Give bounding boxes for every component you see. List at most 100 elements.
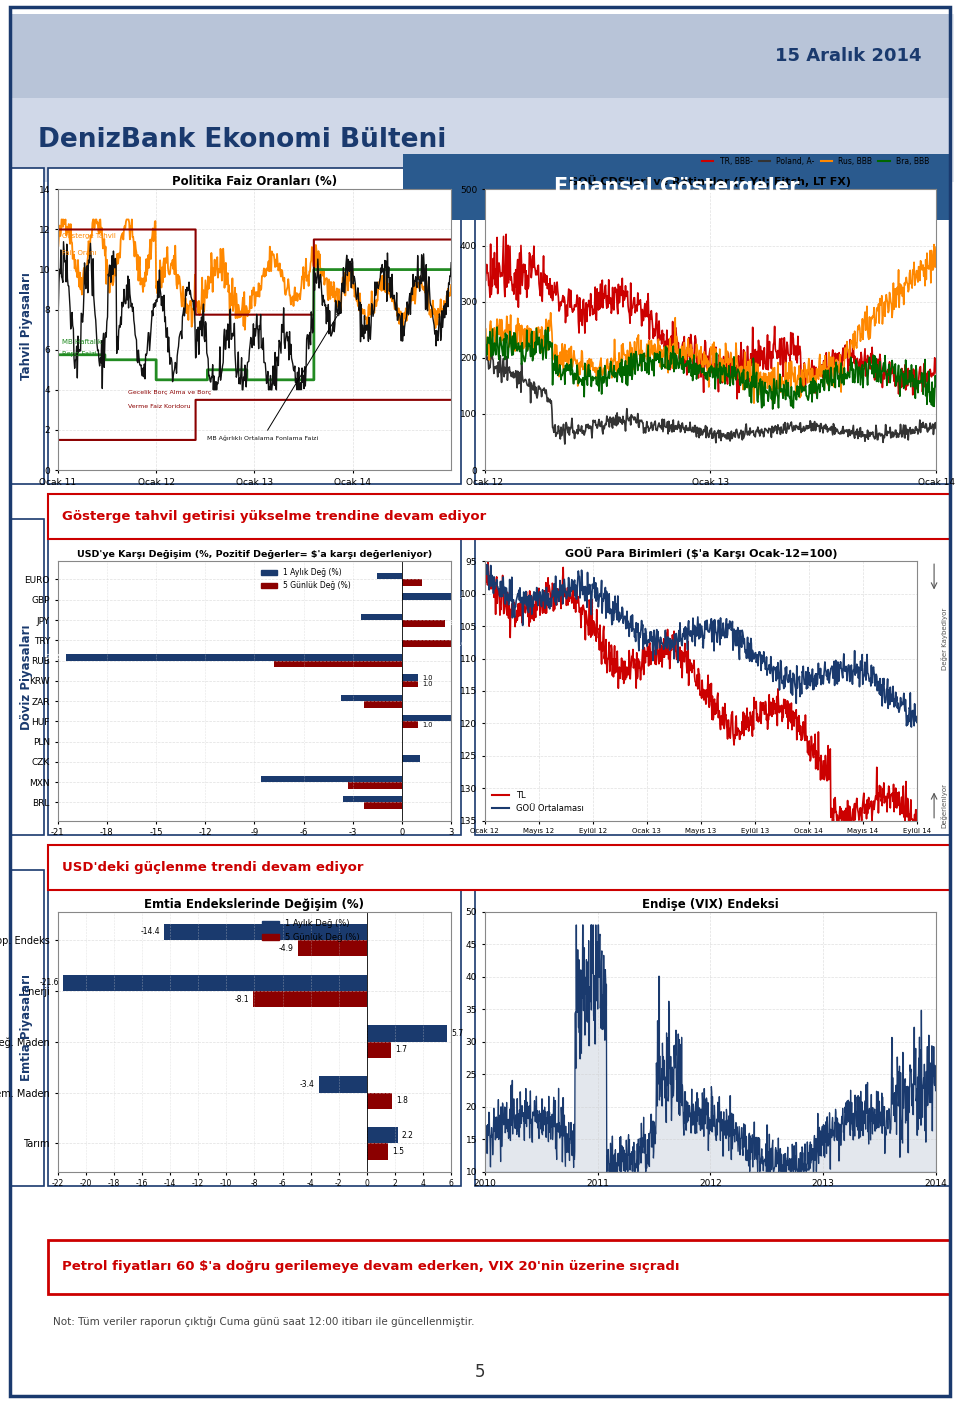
Text: -3.6: -3.6 [326, 797, 339, 803]
Text: -3.7: -3.7 [324, 694, 337, 702]
TL [755, 693, 766, 710]
Title: Politika Faiz Oranları (%): Politika Faiz Oranları (%) [172, 175, 337, 188]
Text: MB Haftalık: MB Haftalık [61, 338, 102, 345]
Text: 1.8: 1.8 [396, 1096, 408, 1106]
Legend: TL, GOÜ Ortalaması: TL, GOÜ Ortalaması [489, 787, 587, 817]
FancyBboxPatch shape [10, 168, 44, 484]
Bar [367, 1127, 397, 1143]
Text: 5.7: 5.7 [451, 1028, 464, 1038]
Bar [402, 675, 419, 680]
Text: USD'deki güçlenme trendi devam ediyor: USD'deki güçlenme trendi devam ediyor [62, 860, 364, 874]
Text: -8.1: -8.1 [234, 995, 249, 1003]
FancyBboxPatch shape [541, 14, 597, 182]
Text: -2.3: -2.3 [348, 702, 360, 707]
GOÜ Ortalaması [905, 718, 917, 735]
FancyBboxPatch shape [422, 14, 478, 182]
Text: -3.4: -3.4 [300, 1080, 315, 1089]
Text: -1.5: -1.5 [360, 574, 373, 579]
Bar [377, 572, 402, 579]
GOÜ Ortalaması [807, 682, 819, 699]
Bar [402, 721, 419, 728]
FancyBboxPatch shape [475, 870, 950, 1186]
Bar [367, 1041, 391, 1058]
Text: 1.2: 1.2 [426, 579, 436, 585]
TL [742, 718, 754, 735]
Bar [348, 783, 402, 788]
GOÜ Ortalaması [731, 622, 742, 638]
Bar [367, 1093, 393, 1108]
Bar [66, 654, 402, 661]
Text: -21.6: -21.6 [39, 978, 59, 988]
FancyBboxPatch shape [720, 14, 776, 182]
Legend: TR, BBB-, Poland, A-, Rus, BBB, Bra, BBB: TR, BBB-, Poland, A-, Rus, BBB, Bra, BBB [699, 154, 932, 168]
Title: GOÜ CDS'leri ve Ratingler (5 Yıl; Fitch, LT FX): GOÜ CDS'leri ve Ratingler (5 Yıl; Fitch,… [569, 175, 852, 187]
Title: Emtia Endekslerinde Değişim (%): Emtia Endekslerinde Değişim (%) [144, 898, 365, 911]
Text: Gösterge Tahvil: Gösterge Tahvil [61, 233, 115, 240]
Text: Repo Faizi: Repo Faizi [61, 351, 96, 356]
FancyBboxPatch shape [839, 14, 895, 182]
Bar [164, 923, 367, 940]
Text: 2.2: 2.2 [402, 1131, 414, 1139]
Text: -8.6: -8.6 [244, 776, 257, 781]
Text: DenizBank Ekonomi Bülteni: DenizBank Ekonomi Bülteni [38, 128, 446, 153]
Text: 1.1: 1.1 [424, 756, 435, 762]
GOÜ Ortalaması [852, 658, 863, 675]
Text: Tahvil Piyasaları: Tahvil Piyasaları [20, 272, 34, 380]
Bar [253, 991, 367, 1007]
FancyBboxPatch shape [48, 1240, 950, 1294]
GOÜ Ortalaması [506, 568, 517, 585]
Text: -2.3: -2.3 [348, 803, 360, 808]
Bar [402, 680, 419, 687]
Text: -14.4: -14.4 [140, 927, 160, 936]
Bar [261, 776, 402, 783]
Text: 5: 5 [475, 1364, 485, 1381]
TL [731, 707, 742, 724]
TL [827, 812, 838, 829]
Text: Değer Kaybediyor: Değer Kaybediyor [941, 607, 948, 671]
Bar [275, 661, 402, 666]
Line: GOÜ Ortalaması: GOÜ Ortalaması [485, 564, 917, 727]
Text: Döviz Piyasaları: Döviz Piyasaları [20, 624, 34, 730]
FancyBboxPatch shape [482, 14, 538, 182]
Text: 2.6: 2.6 [448, 620, 460, 626]
FancyBboxPatch shape [48, 519, 461, 835]
Text: -4.9: -4.9 [279, 944, 294, 953]
FancyBboxPatch shape [48, 845, 950, 890]
Text: 15 Aralık 2014: 15 Aralık 2014 [775, 48, 922, 65]
FancyBboxPatch shape [780, 14, 835, 182]
Text: -20.5: -20.5 [44, 654, 61, 661]
Text: 1.0: 1.0 [422, 721, 433, 728]
GOÜ Ortalaması [479, 570, 491, 586]
TL [852, 803, 864, 819]
GOÜ Ortalaması [742, 629, 754, 645]
Text: Gösterge tahvil getirisi yükselme trendine devam ediyor: Gösterge tahvil getirisi yükselme trendi… [62, 509, 487, 523]
FancyBboxPatch shape [10, 519, 44, 835]
Title: GOÜ Para Birimleri ($'a Karşı Ocak-12=100): GOÜ Para Birimleri ($'a Karşı Ocak-12=10… [564, 547, 837, 558]
FancyBboxPatch shape [48, 870, 461, 1186]
Bar [402, 640, 451, 647]
FancyBboxPatch shape [660, 14, 716, 182]
GOÜ Ortalaması [911, 714, 923, 731]
TL [911, 812, 923, 829]
Bar [402, 579, 421, 586]
GOÜ Ortalaması [755, 650, 766, 666]
TL [807, 746, 819, 763]
Bar [343, 796, 402, 803]
Bar [402, 620, 444, 627]
Text: Faiz Oranı: Faiz Oranı [61, 250, 96, 255]
FancyBboxPatch shape [601, 14, 657, 182]
FancyBboxPatch shape [10, 14, 950, 98]
Bar [367, 1026, 447, 1041]
Text: Gecelik Borç Alma ve Borç: Gecelik Borç Alma ve Borç [129, 390, 212, 394]
Text: MB Ağırlıklı Ortalama Fonlama Faizi: MB Ağırlıklı Ortalama Fonlama Faizi [207, 313, 339, 441]
Text: 3.0: 3.0 [455, 641, 466, 647]
TL [482, 553, 493, 570]
Bar [402, 716, 500, 721]
Bar [298, 940, 367, 957]
Text: 1.7: 1.7 [395, 1045, 407, 1055]
Bar [63, 975, 367, 991]
Text: Finansal Göstergeler: Finansal Göstergeler [554, 177, 800, 196]
FancyBboxPatch shape [10, 870, 44, 1186]
Legend: 1 Aylık Değ (%), 5 Günlük Değ (%): 1 Aylık Değ (%), 5 Günlük Değ (%) [258, 916, 363, 946]
FancyBboxPatch shape [48, 168, 461, 484]
